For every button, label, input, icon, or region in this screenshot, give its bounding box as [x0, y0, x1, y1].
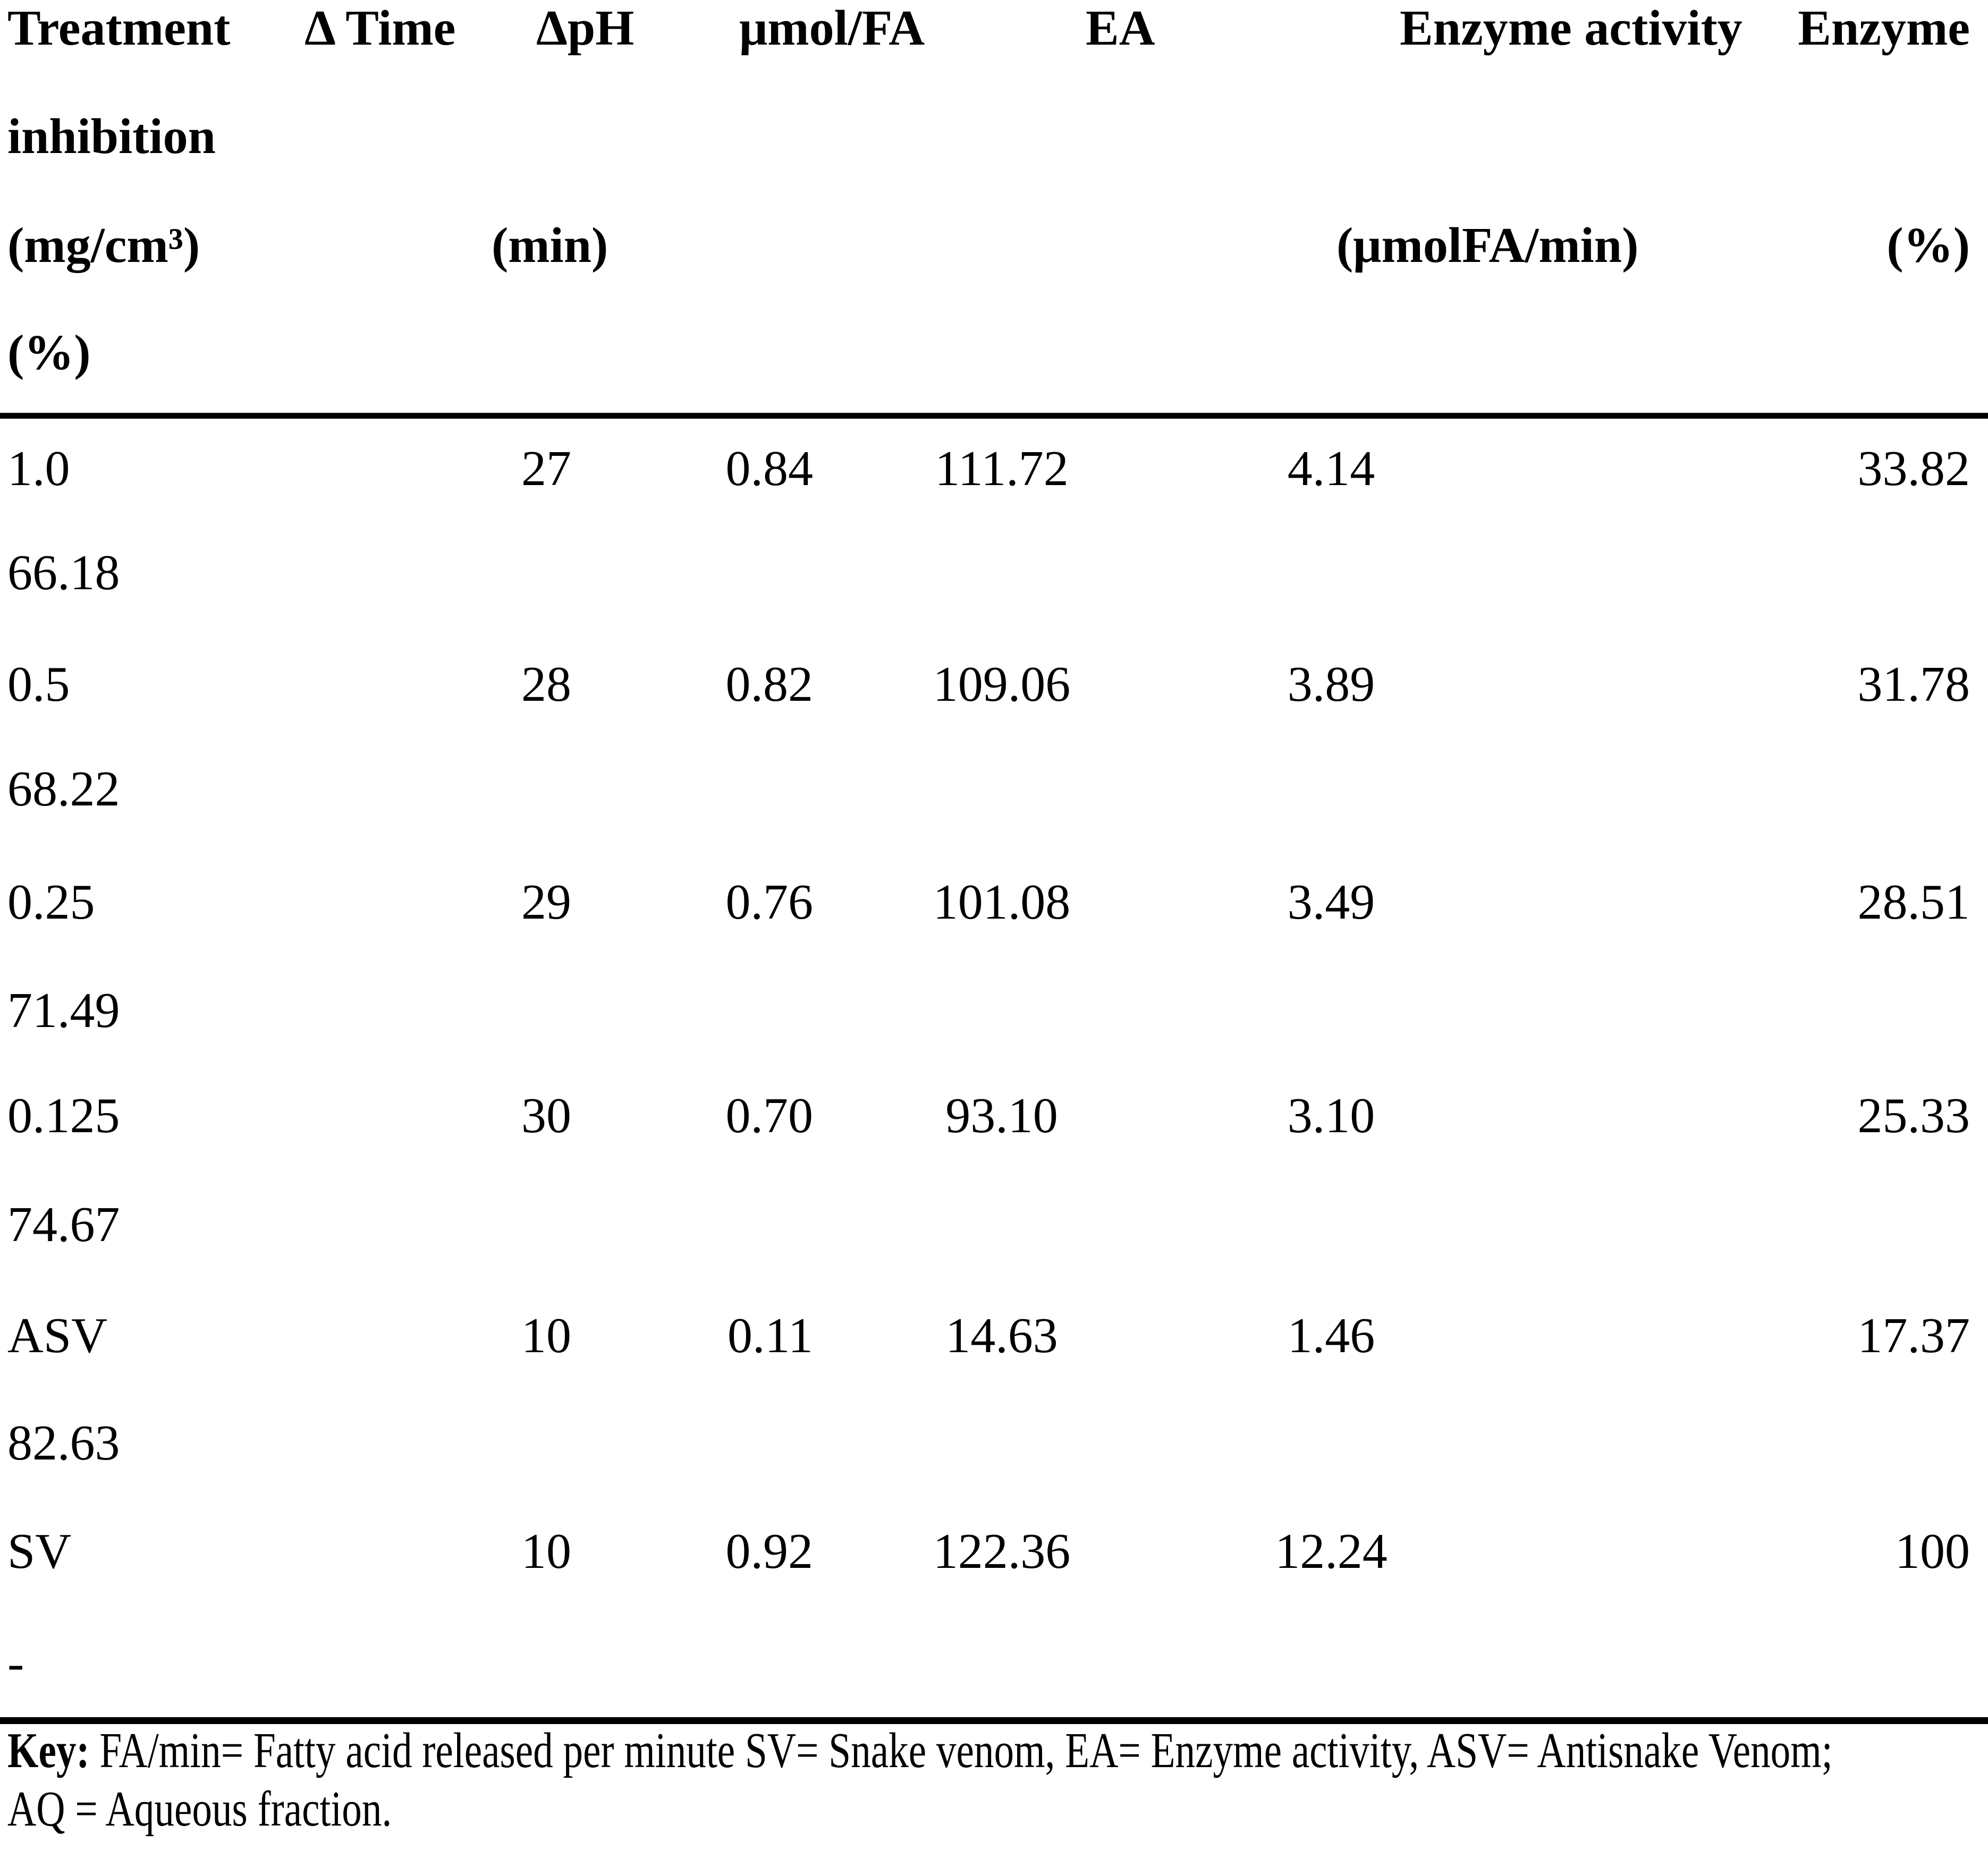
cell-treatment: 0.125 [7, 1088, 120, 1143]
cell-ea: 3.10 [1287, 1088, 1375, 1143]
unit-treatment: (mg/cm³) [7, 218, 200, 273]
cell-wrap-value: 71.49 [7, 983, 120, 1038]
table-bottom-rule [0, 1717, 1988, 1724]
table-row: ASV 10 0.11 14.63 1.46 17.37 [0, 1311, 1988, 1380]
cell-delta-time: 29 [521, 875, 571, 930]
key-text-2: AQ = Aqueous fraction. [7, 1781, 392, 1837]
header-inhibition: inhibition [7, 109, 216, 164]
header-treatment: Treatment [7, 1, 231, 56]
cell-delta-ph: 0.11 [727, 1308, 813, 1363]
cell-treatment: 0.5 [7, 657, 70, 712]
cell-umol-fa: 122.36 [933, 1524, 1071, 1579]
table-row-wrap: 82.63 [0, 1418, 1988, 1487]
cell-wrap-value: 66.18 [7, 545, 120, 600]
cell-enzyme-pct: 28.51 [1857, 875, 1970, 930]
cell-ea: 4.14 [1287, 441, 1375, 496]
key-text-1: FA/min= Fatty acid released per minute S… [89, 1723, 1833, 1778]
unit-time: (min) [492, 218, 608, 273]
header-ea: EA [1086, 1, 1155, 56]
header-umol-fa: μmol/FA [739, 1, 925, 56]
cell-delta-ph: 0.84 [725, 441, 814, 496]
table-header-row: Treatment Δ Time ΔpH μmol/FA EA Enzyme a… [0, 3, 1988, 72]
cell-umol-fa: 101.08 [933, 875, 1071, 930]
cell-umol-fa: 111.72 [935, 441, 1069, 496]
header-delta-ph: ΔpH [536, 1, 635, 56]
unit-inhibition-percent: (%) [7, 325, 91, 380]
cell-enzyme-pct: 33.82 [1857, 441, 1970, 496]
table-row: 0.125 30 0.70 93.10 3.10 25.33 [0, 1091, 1988, 1160]
cell-ea: 1.46 [1287, 1308, 1375, 1363]
table-header-wrap-row: inhibition [0, 112, 1988, 181]
cell-wrap-value: 82.63 [7, 1415, 120, 1471]
cell-delta-ph: 0.76 [725, 875, 814, 930]
table-key-line-1: Key: FA/min= Fatty acid released per min… [7, 1726, 1833, 1776]
cell-wrap-value: 68.22 [7, 761, 120, 817]
cell-delta-time: 27 [521, 441, 571, 496]
cell-treatment: 0.25 [7, 875, 95, 930]
table-row-wrap: - [0, 1638, 1988, 1707]
cell-treatment: ASV [7, 1308, 108, 1363]
cell-enzyme-pct: 100 [1895, 1524, 1970, 1579]
cell-treatment: SV [7, 1524, 72, 1579]
cell-delta-ph: 0.92 [725, 1524, 814, 1579]
table-key-line-2: AQ = Aqueous fraction. [7, 1784, 392, 1834]
key-label: Key: [7, 1723, 90, 1778]
cell-umol-fa: 14.63 [945, 1308, 1058, 1363]
cell-treatment: 1.0 [7, 441, 70, 496]
table-row-wrap: 71.49 [0, 986, 1988, 1055]
header-enzyme-activity: Enzyme activity [1400, 1, 1742, 56]
cell-enzyme-pct: 31.78 [1857, 657, 1970, 712]
cell-ea: 12.24 [1275, 1524, 1388, 1579]
cell-delta-time: 10 [521, 1308, 571, 1363]
cell-enzyme-pct: 17.37 [1857, 1308, 1970, 1363]
table-row: 0.5 28 0.82 109.06 3.89 31.78 [0, 659, 1988, 728]
cell-umol-fa: 93.10 [945, 1088, 1058, 1143]
table-row: 0.25 29 0.76 101.08 3.49 28.51 [0, 877, 1988, 946]
table-row: 1.0 27 0.84 111.72 4.14 33.82 [0, 444, 1988, 513]
cell-delta-ph: 0.82 [725, 657, 814, 712]
table-header-units-wrap-row: (%) [0, 328, 1988, 397]
cell-ea: 3.89 [1287, 657, 1375, 712]
cell-delta-time: 28 [521, 657, 571, 712]
table-top-rule [0, 413, 1988, 419]
cell-umol-fa: 109.06 [933, 657, 1071, 712]
table-row-wrap: 66.18 [0, 548, 1988, 617]
cell-wrap-value: - [7, 1635, 24, 1691]
table-row-wrap: 68.22 [0, 764, 1988, 833]
cell-ea: 3.49 [1287, 875, 1375, 930]
cell-delta-time: 30 [521, 1088, 571, 1143]
cell-enzyme-pct: 25.33 [1857, 1088, 1970, 1143]
cell-delta-time: 10 [521, 1524, 571, 1579]
cell-delta-ph: 0.70 [725, 1088, 814, 1143]
unit-enzyme-activity: (μmolFA/min) [1336, 218, 1639, 273]
table-row-wrap: 74.67 [0, 1200, 1988, 1269]
unit-enzyme: (%) [1887, 218, 1970, 273]
table-header-units-row: (mg/cm³) (min) (μmolFA/min) (%) [0, 220, 1988, 290]
table-row: SV 10 0.92 122.36 12.24 100 [0, 1526, 1988, 1596]
header-delta-time: Δ Time [304, 1, 456, 56]
header-enzyme: Enzyme [1798, 1, 1970, 56]
cell-wrap-value: 74.67 [7, 1197, 120, 1252]
